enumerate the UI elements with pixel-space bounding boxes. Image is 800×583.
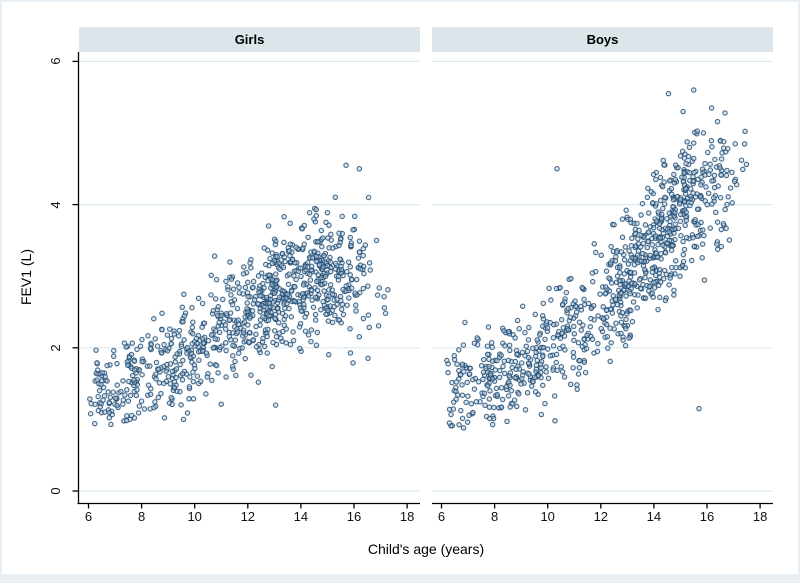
x-tick-label: 10 — [540, 509, 555, 524]
figure-frame-left — [0, 0, 2, 583]
panel-header-boys: Boys — [432, 27, 773, 52]
y-axis-title: FEV1 (L) — [18, 249, 34, 306]
figure-frame-bottom — [0, 574, 800, 583]
y-tick-label: 0 — [48, 487, 63, 495]
x-tick-label: 6 — [84, 509, 93, 524]
x-tick-label: 10 — [187, 509, 202, 524]
y-tick-label: 2 — [48, 344, 63, 352]
x-tick-label: 14 — [646, 509, 662, 524]
figure-frame-right — [798, 0, 800, 583]
x-tick-label: 16 — [699, 509, 715, 524]
x-tick-label: 8 — [137, 509, 146, 524]
x-tick-label: 14 — [293, 509, 309, 524]
panel-header-girls: Girls — [79, 27, 420, 52]
x-tick-label: 18 — [752, 509, 768, 524]
y-tick-label: 6 — [48, 57, 63, 66]
figure-frame-top — [0, 0, 800, 2]
x-tick-label: 12 — [593, 509, 609, 524]
x-tick-label: 8 — [490, 509, 499, 524]
x-tick-label: 16 — [346, 509, 362, 524]
x-tick-label: 18 — [399, 509, 415, 524]
x-axis-title: Child's age (years) — [367, 541, 485, 557]
x-tick-label: 6 — [437, 509, 446, 524]
x-tick-label: 12 — [240, 509, 256, 524]
y-tick-label: 4 — [48, 200, 63, 209]
